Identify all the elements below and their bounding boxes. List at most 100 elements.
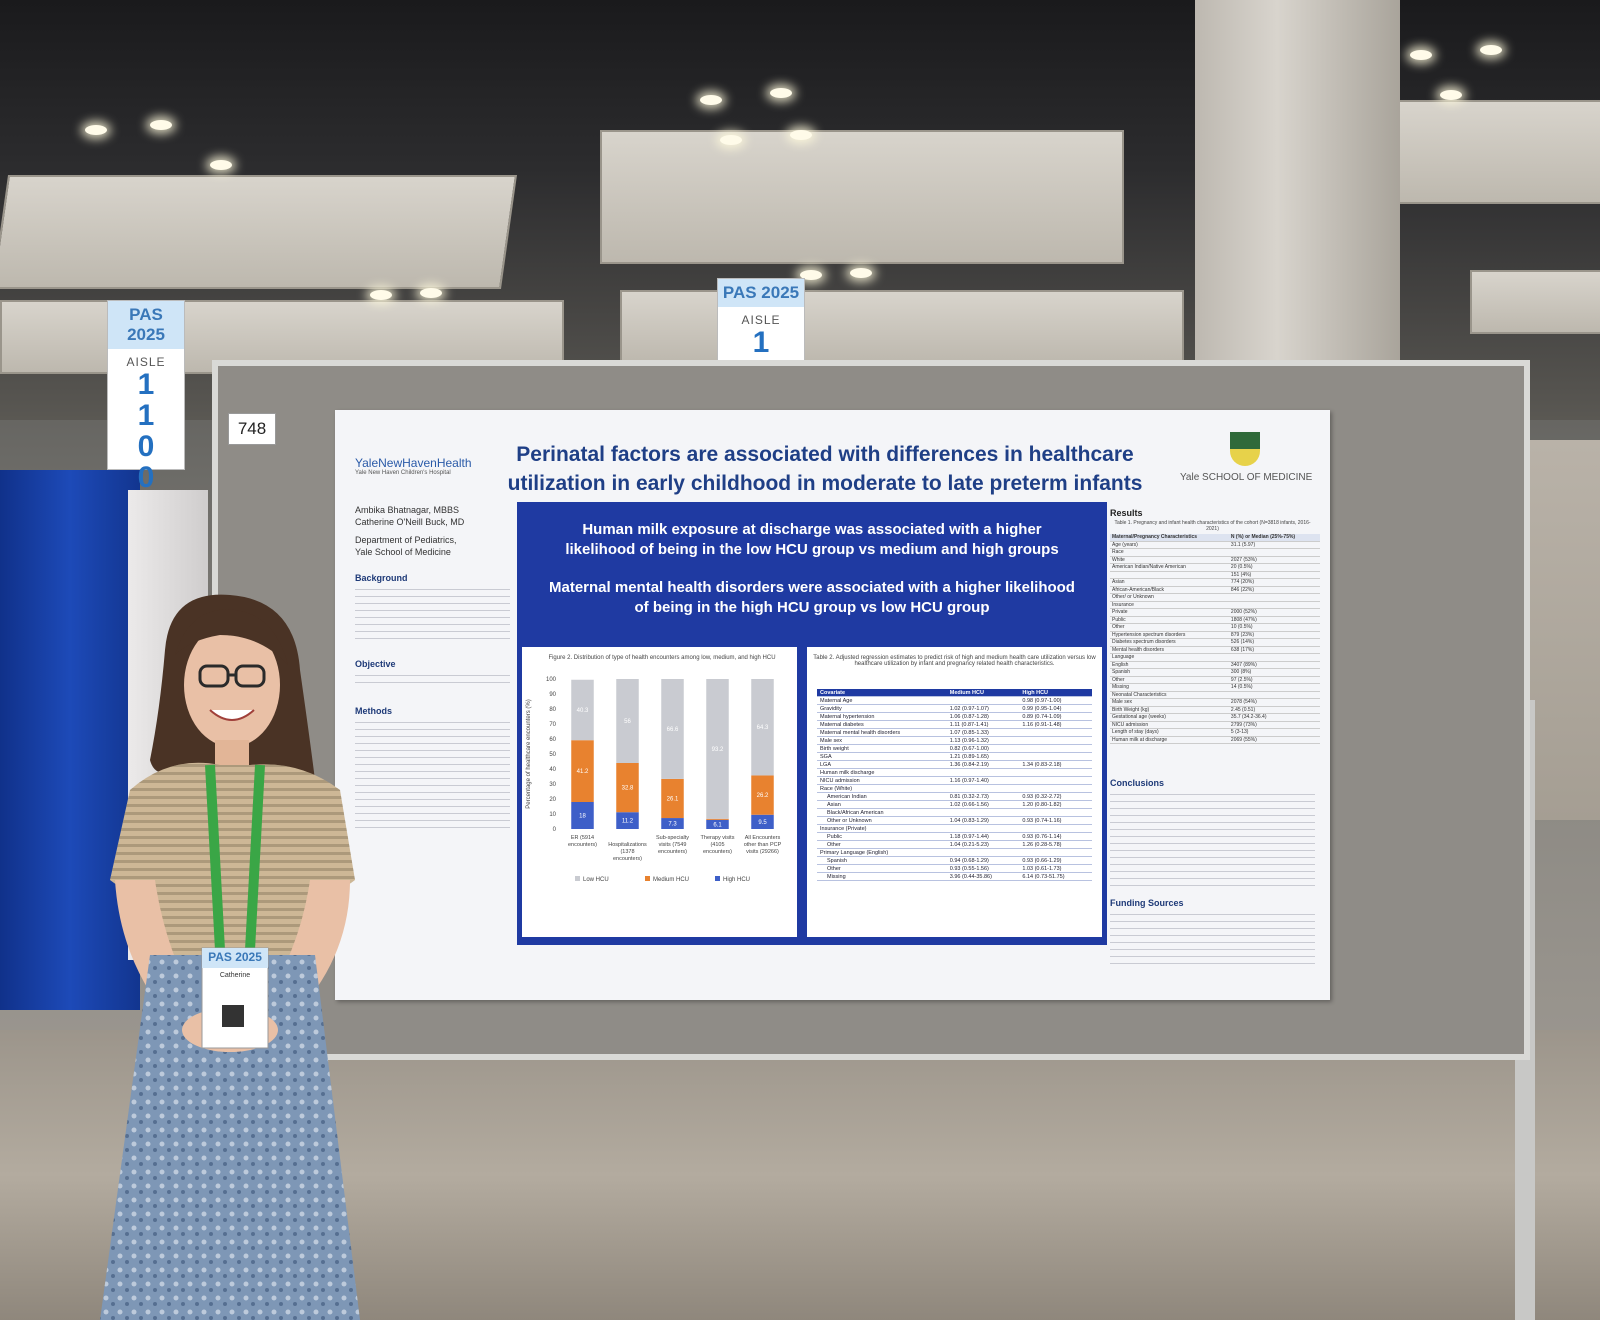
bar-segment xyxy=(661,818,684,829)
table-cell xyxy=(1019,752,1092,761)
author-line: Yale School of Medicine xyxy=(355,547,451,557)
table-cell: Human milk discharge xyxy=(817,768,947,777)
table-cell: Insurance (Private) xyxy=(817,824,947,833)
table-cell: Black/African American xyxy=(817,808,947,817)
table-cell: Neonatal Characteristics xyxy=(1110,691,1229,699)
table-cell: 1.02 (0.97-1.07) xyxy=(946,704,1020,713)
table-cell: 0.82 (0.67-1.00) xyxy=(946,744,1020,753)
table-cell: 3.96 (0.44-35.86) xyxy=(946,872,1020,881)
table-cell xyxy=(1110,571,1229,579)
table-cell xyxy=(1019,728,1092,737)
funding-text-lines xyxy=(1110,911,1315,966)
data-label: 26.2 xyxy=(757,793,769,799)
table-cell: Maternal mental health disorders xyxy=(817,728,947,737)
data-label: 32.8 xyxy=(622,786,634,792)
table-cell: Primary Language (English) xyxy=(817,848,947,857)
table-row: Diabetes spectrum disorders 526 (14%) xyxy=(1110,638,1320,647)
table-cell: 0.99 (0.95-1.04) xyxy=(1019,704,1092,713)
table-row: Gravidity 1.02 (0.97-1.07) 0.99 (0.95-1.04… xyxy=(817,704,1092,713)
blue-booth-curtain xyxy=(0,470,140,1010)
x-tick-label: visits (7549 xyxy=(659,842,687,848)
table-row: Other 1.04 (0.21-5.23) 1.26 (0.28-5.78) xyxy=(817,840,1092,849)
table-cell: Other or Unknown xyxy=(817,816,947,825)
ceiling-light xyxy=(85,125,107,135)
x-tick-label: ER (5914 xyxy=(571,835,594,841)
table-cell: 2027 (53%) xyxy=(1228,556,1320,564)
table-cell: Age (years) xyxy=(1110,541,1229,549)
aisle-sign-brand: PAS 2025 xyxy=(718,279,804,307)
table-cell xyxy=(1228,601,1320,609)
table-cell: Private xyxy=(1110,608,1229,617)
table-row: Missing 14 (0.5%) xyxy=(1110,683,1320,692)
table-cell: 1.26 (0.28-5.78) xyxy=(1019,840,1092,849)
table-cell: Maternal Age xyxy=(817,696,947,705)
table-row: NICU admission 2799 (73%) xyxy=(1110,721,1320,729)
table-cell: Medium HCU xyxy=(946,689,1020,697)
x-tick-label: Therapy visits xyxy=(701,835,735,841)
table-cell: 1.11 (0.87-1.41) xyxy=(946,720,1020,729)
table-cell: Diabetes spectrum disorders xyxy=(1110,638,1229,647)
table-cell: 2078 (54%) xyxy=(1228,698,1320,707)
table-cell: 1.16 (0.97-1.40) xyxy=(946,776,1020,785)
table-cell: N (%) or Median (25%-75%) xyxy=(1228,534,1320,542)
table-cell: 97 (2.5%) xyxy=(1228,676,1320,684)
ceiling-panel xyxy=(600,130,1124,264)
x-tick-label: (1378 xyxy=(620,849,634,855)
bar-segment xyxy=(751,775,774,815)
table-cell: 1.13 (0.96-1.32) xyxy=(946,736,1020,745)
bar-segment xyxy=(616,812,639,829)
table-row: Private 2000 (52%) xyxy=(1110,608,1320,617)
aisle-digit: 0 xyxy=(137,461,155,494)
table-row: Black/African American xyxy=(817,808,1092,817)
badge-brand: PAS 2025 xyxy=(208,950,262,964)
table-cell: 14 (0.5%) xyxy=(1228,683,1320,692)
author-line: Catherine O'Neill Buck, MD xyxy=(355,517,465,527)
table-row: Length of stay (days) 5 (3-13) xyxy=(1110,728,1320,737)
table-cell xyxy=(1228,593,1320,602)
table-cell: Birth weight xyxy=(817,744,947,753)
table-cell: 35.7 (34.2-36.4) xyxy=(1228,713,1320,722)
x-tick-label: encounters) xyxy=(613,856,642,862)
table-cell: 20 (0.5%) xyxy=(1228,563,1320,572)
table-cell: Gestational age (weeks) xyxy=(1110,713,1229,722)
figure-caption: Figure 2. Distribution of type of health… xyxy=(548,655,776,661)
board-number: 748 xyxy=(228,413,276,445)
table-cell: NICU admission xyxy=(1110,721,1229,729)
table-cell: 300 (8%) xyxy=(1228,668,1320,677)
bar-segment xyxy=(571,679,594,741)
table-cell: 2069 (55%) xyxy=(1228,736,1320,744)
data-label: 40.3 xyxy=(577,708,589,714)
table-row: Gestational age (weeks) 35.7 (34.2-36.4) xyxy=(1110,713,1320,722)
table-cell: Other xyxy=(817,864,947,873)
table-cell xyxy=(1019,848,1092,857)
ceiling-light xyxy=(770,88,792,98)
table-row: SGA 1.21 (0.89-1.65) xyxy=(817,752,1092,761)
table-cell: Race xyxy=(1110,548,1229,557)
table-row: White 2027 (53%) xyxy=(1110,556,1320,564)
table-cell: Maternal/Pregnancy Characteristics xyxy=(1110,534,1229,542)
table-cell xyxy=(946,784,1020,793)
table-row: Male sex 1.13 (0.96-1.32) xyxy=(817,736,1092,745)
ceiling-light xyxy=(790,130,812,140)
presenter-person xyxy=(100,594,360,1320)
aisle-digit: 1 xyxy=(137,399,155,432)
table-row: Birth Weight (kg) 2.45 (0.51) xyxy=(1110,706,1320,714)
table-cell: 0.94 (0.68-1.29) xyxy=(946,856,1020,865)
table-cell xyxy=(946,696,1020,705)
x-tick-label: encounters) xyxy=(568,842,597,848)
aisle-sign-label: AISLE xyxy=(126,355,166,369)
table-row: Other 97 (2.5%) xyxy=(1110,676,1320,684)
table-cell: High HCU xyxy=(1019,689,1092,697)
table-cell xyxy=(1228,691,1320,699)
table-row: Public 1808 (47%) xyxy=(1110,616,1320,624)
table-cell: 1.04 (0.83-1.29) xyxy=(946,816,1020,825)
section-heading: Funding Sources xyxy=(1110,898,1184,908)
legend-label: Low HCU xyxy=(583,877,609,883)
author-block: Ambika Bhatnagar, MBBS Catherine O'Neill… xyxy=(355,504,505,558)
table-cell: Hypertension spectrum disorders xyxy=(1110,631,1229,639)
table-cell: Male sex xyxy=(817,736,947,745)
table-cell: Language xyxy=(1110,653,1229,662)
table-cell: American Indian xyxy=(817,792,947,801)
y-tick-label: 90 xyxy=(549,692,556,698)
table-row: Other 0.93 (0.55-1.56) 1.03 (0.61-1.73) xyxy=(817,864,1092,873)
